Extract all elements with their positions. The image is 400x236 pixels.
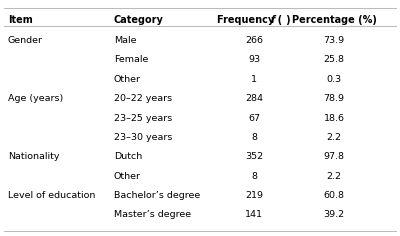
Text: 2.2: 2.2: [326, 172, 342, 181]
Text: 23–30 years: 23–30 years: [114, 133, 172, 142]
Text: Nationality: Nationality: [8, 152, 60, 161]
Text: 284: 284: [245, 94, 263, 103]
Text: 97.8: 97.8: [324, 152, 344, 161]
Text: Category: Category: [114, 15, 164, 25]
Text: 352: 352: [245, 152, 263, 161]
Text: 18.6: 18.6: [324, 114, 344, 122]
Text: 60.8: 60.8: [324, 191, 344, 200]
Text: Female: Female: [114, 55, 148, 64]
Text: f: f: [271, 15, 275, 25]
Text: 78.9: 78.9: [324, 94, 344, 103]
Text: 266: 266: [245, 36, 263, 45]
Text: Bachelor’s degree: Bachelor’s degree: [114, 191, 200, 200]
Text: Frequency (  ): Frequency ( ): [217, 15, 291, 25]
Text: 219: 219: [245, 191, 263, 200]
Text: 25.8: 25.8: [324, 55, 344, 64]
Text: 93: 93: [248, 55, 260, 64]
Text: 1: 1: [251, 75, 257, 84]
Text: 8: 8: [251, 172, 257, 181]
Text: 67: 67: [248, 114, 260, 122]
Text: Gender: Gender: [8, 36, 43, 45]
Text: 8: 8: [251, 133, 257, 142]
Text: Other: Other: [114, 172, 141, 181]
Text: Age (years): Age (years): [8, 94, 63, 103]
Text: Master’s degree: Master’s degree: [114, 210, 191, 219]
Text: 141: 141: [245, 210, 263, 219]
Text: 23–25 years: 23–25 years: [114, 114, 172, 122]
Text: 0.3: 0.3: [326, 75, 342, 84]
Text: Item: Item: [8, 15, 33, 25]
Text: Level of education: Level of education: [8, 191, 95, 200]
Text: 73.9: 73.9: [324, 36, 344, 45]
Text: Other: Other: [114, 75, 141, 84]
Text: Male: Male: [114, 36, 136, 45]
Text: 20–22 years: 20–22 years: [114, 94, 172, 103]
Text: 39.2: 39.2: [324, 210, 344, 219]
Text: Dutch: Dutch: [114, 152, 142, 161]
Text: Percentage (%): Percentage (%): [292, 15, 376, 25]
Text: 2.2: 2.2: [326, 133, 342, 142]
